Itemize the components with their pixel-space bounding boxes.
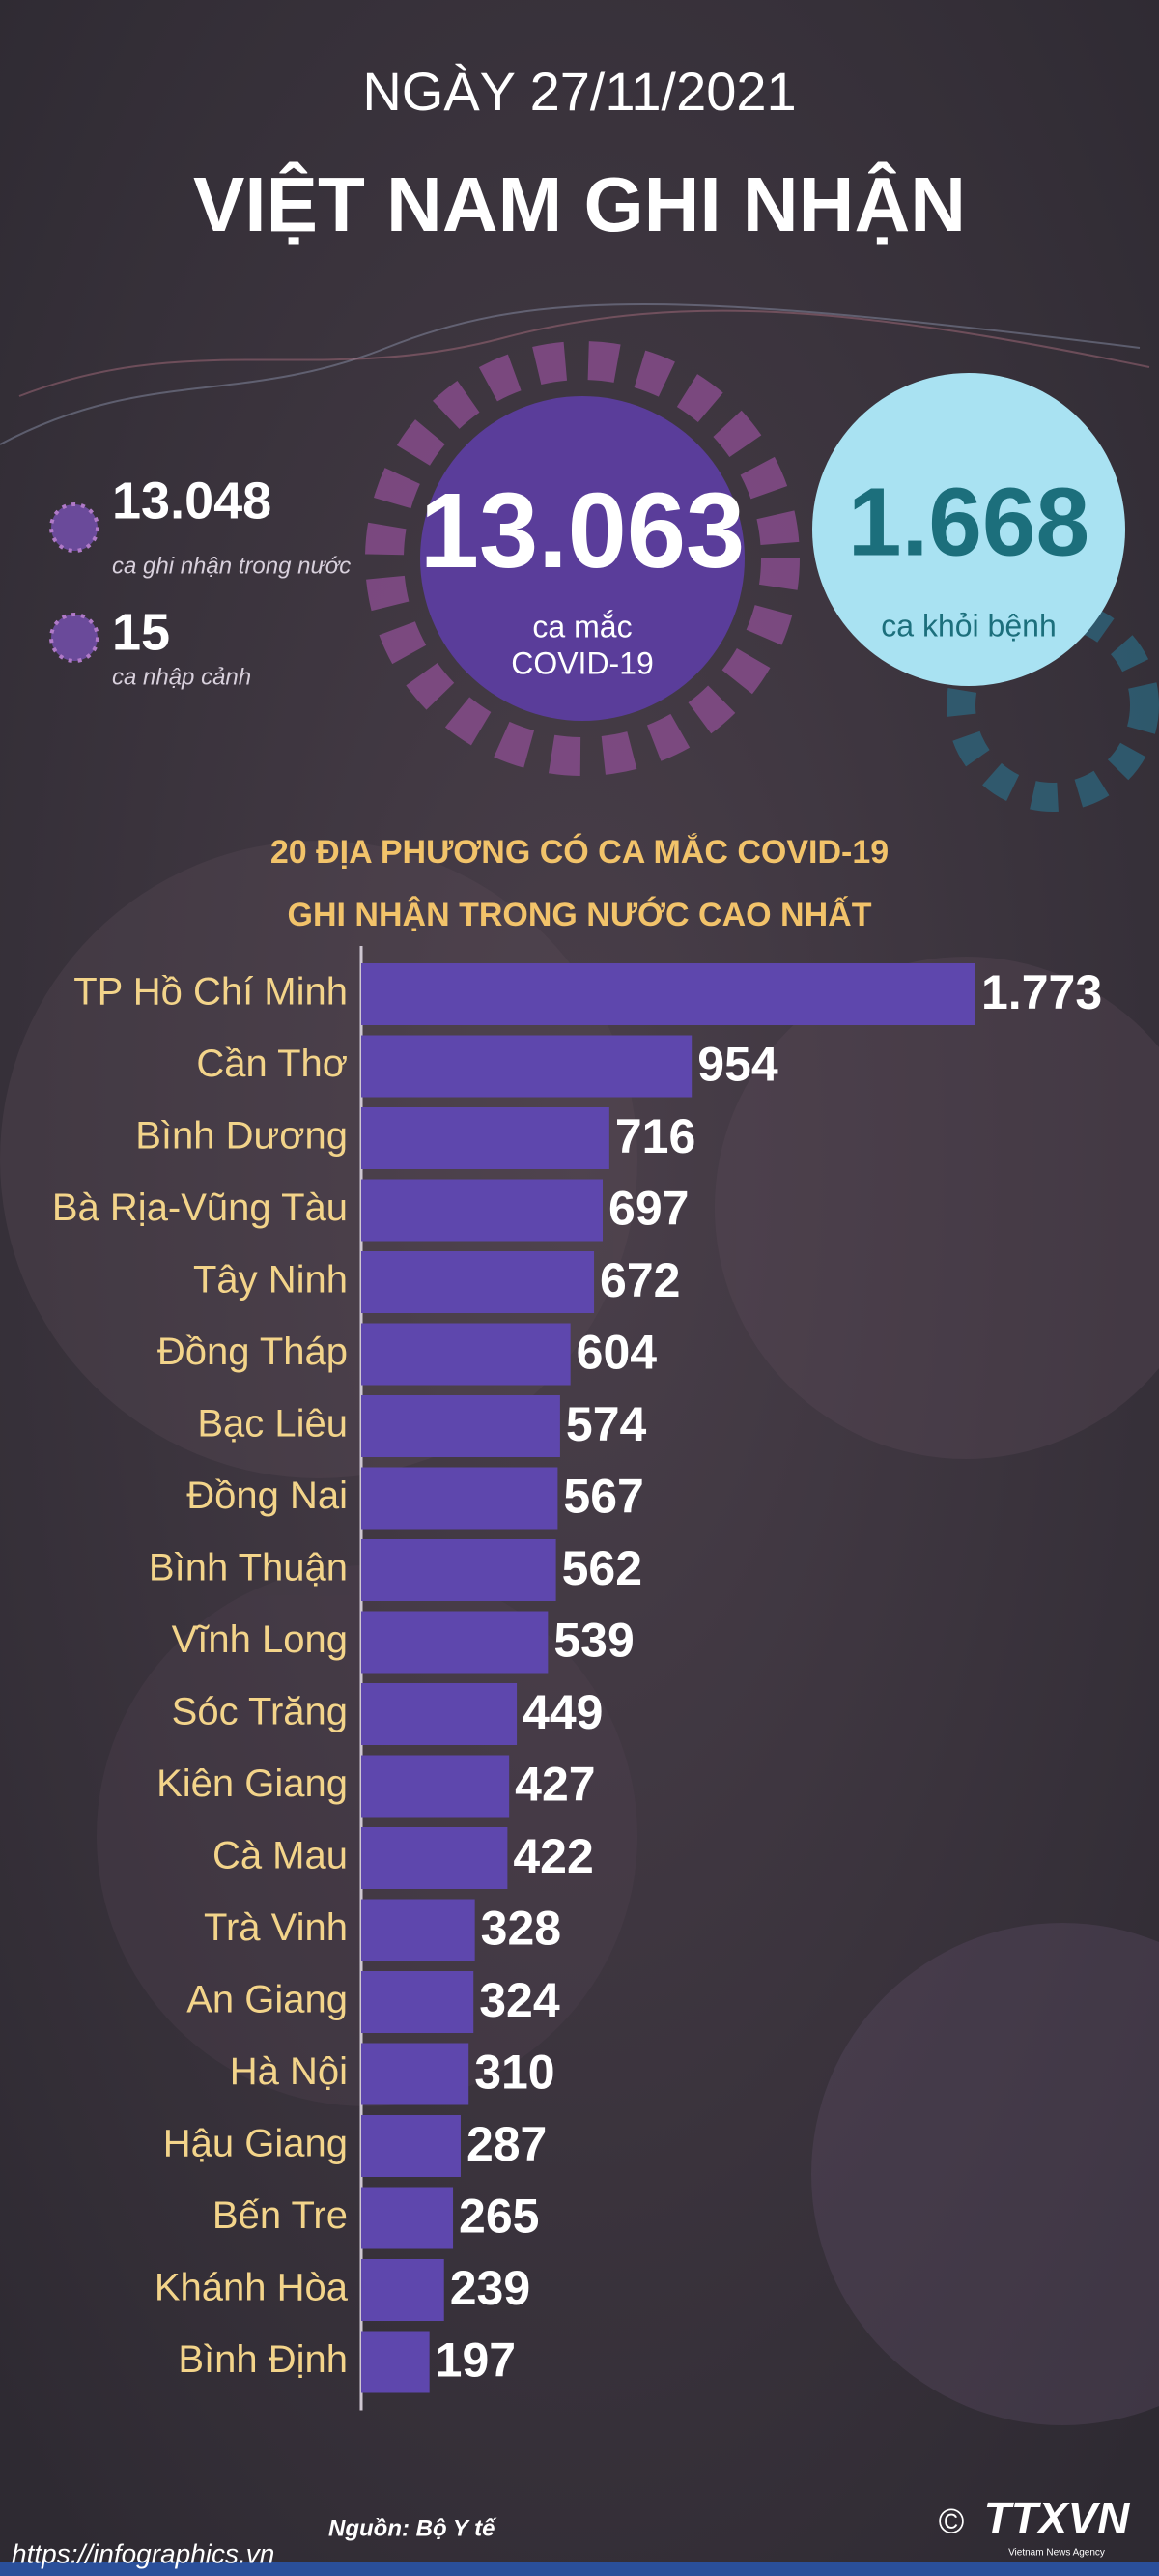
bar	[361, 1971, 474, 2033]
bar	[361, 1035, 693, 1098]
bar	[361, 1179, 604, 1242]
imported-label: ca nhập cảnh	[112, 664, 251, 690]
logo-subtitle: Vietnam News Agency	[1008, 2548, 1105, 2559]
chart-subtitle: GHI NHẬN TRONG NƯỚC CAO NHẤT	[288, 897, 872, 933]
value-label: 265	[459, 2190, 539, 2244]
bar	[361, 1755, 510, 1818]
category-label: Tây Ninh	[193, 1259, 348, 1302]
bar	[361, 1899, 475, 1961]
recovered-value: 1.668	[848, 468, 1089, 576]
category-label: Bình Thuận	[149, 1547, 348, 1589]
category-label: Bình Dương	[135, 1115, 348, 1158]
logo: TTXVN	[984, 2493, 1131, 2543]
domestic-label: ca ghi nhận trong nước	[112, 553, 351, 579]
category-label: Bạc Liêu	[197, 1403, 348, 1445]
bar	[361, 1395, 560, 1457]
chart-title: 20 ĐỊA PHƯƠNG CÓ CA MẮC COVID-19	[270, 834, 889, 871]
bar	[361, 1107, 609, 1169]
category-label: Vĩnh Long	[172, 1618, 348, 1661]
bar	[361, 2115, 461, 2177]
category-label: Sóc Trăng	[172, 1691, 348, 1733]
value-label: 239	[450, 2261, 530, 2315]
category-label: Cần Thơ	[196, 1043, 348, 1085]
wave	[0, 303, 1141, 445]
bar	[361, 1323, 571, 1386]
category-label: Đồng Tháp	[157, 1331, 348, 1373]
category-label: Hậu Giang	[163, 2123, 348, 2165]
value-label: 604	[577, 1326, 658, 1380]
bar	[361, 2259, 444, 2321]
value-label: 324	[479, 1973, 560, 2027]
category-label: Trà Vinh	[204, 1906, 348, 1949]
bar	[361, 2187, 454, 2249]
bar	[361, 1827, 508, 1889]
value-label: 539	[553, 1614, 634, 1668]
value-label: 449	[523, 1685, 603, 1739]
value-label: 422	[513, 1829, 593, 1883]
value-label: 954	[697, 1038, 778, 1092]
footer-strip	[0, 2562, 1159, 2576]
virus-icon	[49, 502, 99, 553]
category-label: Bến Tre	[212, 2194, 348, 2237]
domestic-value: 13.048	[112, 472, 271, 530]
source: Nguồn: Bộ Y tế	[328, 2515, 497, 2541]
value-label: 310	[474, 2046, 554, 2100]
value-label: 562	[562, 1541, 642, 1595]
bar	[361, 963, 975, 1025]
value-label: 716	[615, 1109, 695, 1163]
virus-spikes	[365, 341, 800, 776]
category-label: An Giang	[186, 1979, 348, 2021]
bar	[361, 1611, 549, 1674]
category-label: Khánh Hòa	[155, 2267, 349, 2309]
total-label: ca mắc	[532, 609, 632, 644]
bar	[361, 1467, 558, 1530]
category-label: Cà Mau	[212, 1835, 348, 1877]
bar	[361, 1539, 556, 1601]
bar	[361, 2043, 469, 2105]
date: NGÀY 27/11/2021	[362, 61, 796, 122]
category-label: TP Hồ Chí Minh	[73, 971, 348, 1014]
value-label: 328	[481, 1902, 561, 1956]
category-label: Bà Rịa-Vũng Tàu	[52, 1187, 348, 1229]
imported-value: 15	[112, 603, 170, 661]
headline: VIỆT NAM GHI NHẬN	[193, 161, 966, 247]
bar	[361, 2331, 430, 2393]
value-label: 427	[515, 1758, 595, 1812]
bar-chart: TP Hồ Chí Minh 1.773 Cần Thơ 954 Bình Dương 7…	[52, 946, 1102, 2411]
value-label: 1.773	[981, 965, 1102, 1019]
copyright: ©	[939, 2502, 965, 2541]
total-label: COVID-19	[511, 645, 654, 680]
total-circle	[420, 396, 745, 721]
url: https://infographics.vn	[12, 2538, 274, 2568]
category-label: Đồng Nai	[186, 1474, 348, 1517]
wave	[18, 309, 1150, 397]
value-label: 574	[566, 1397, 647, 1451]
total-value: 13.063	[420, 472, 745, 590]
value-label: 672	[600, 1253, 680, 1307]
category-label: Bình Định	[178, 2338, 348, 2381]
category-label: Kiên Giang	[156, 1762, 348, 1805]
recovered-label: ca khỏi bệnh	[881, 608, 1056, 643]
bar	[361, 1251, 595, 1313]
value-label: 567	[563, 1470, 643, 1524]
value-label: 197	[436, 2333, 516, 2388]
bar	[361, 1683, 518, 1745]
value-label: 287	[466, 2117, 547, 2171]
recovered-circle	[812, 373, 1125, 686]
virus-icon	[49, 613, 99, 663]
category-label: Hà Nội	[230, 2050, 348, 2093]
value-label: 697	[608, 1182, 689, 1236]
